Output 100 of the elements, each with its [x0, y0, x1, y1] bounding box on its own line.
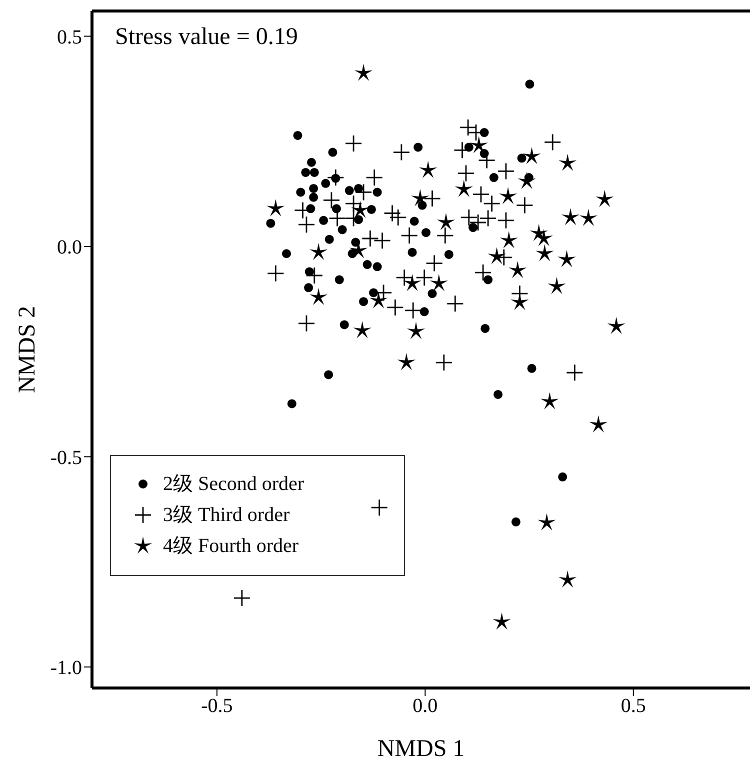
point	[351, 238, 360, 247]
point	[362, 260, 372, 270]
legend-label: 2级 Second order	[163, 472, 304, 497]
point	[525, 80, 534, 89]
point	[384, 205, 400, 222]
point	[527, 364, 536, 373]
point	[558, 250, 576, 268]
point	[468, 223, 478, 232]
point	[494, 390, 503, 399]
point	[607, 316, 626, 334]
point	[390, 209, 406, 226]
point	[470, 136, 488, 154]
point	[328, 148, 338, 157]
point	[548, 276, 566, 294]
point	[301, 168, 310, 177]
point	[430, 274, 448, 292]
point	[340, 320, 349, 330]
point	[410, 216, 419, 226]
point	[498, 163, 514, 180]
point	[538, 513, 556, 530]
point	[558, 570, 577, 588]
y-axis-title: NMDS 2	[14, 306, 41, 394]
point	[401, 228, 418, 244]
point	[499, 186, 518, 204]
point	[484, 275, 493, 284]
point	[475, 264, 492, 281]
y-tick-label: 0.5	[57, 26, 82, 48]
point	[344, 186, 354, 196]
point	[516, 197, 533, 214]
point	[426, 255, 442, 272]
point	[500, 231, 518, 248]
point	[414, 142, 423, 152]
point	[460, 209, 477, 226]
point	[287, 399, 296, 408]
legend-label: 4级 Fourth order	[163, 534, 299, 559]
point	[480, 210, 496, 226]
point	[406, 322, 426, 340]
annotation: Stress value = 0.19	[115, 24, 298, 51]
point	[372, 188, 382, 197]
point	[517, 154, 526, 163]
point	[484, 196, 500, 212]
point	[480, 128, 489, 138]
point	[510, 292, 529, 310]
point	[396, 270, 412, 286]
point	[397, 353, 416, 370]
point	[416, 270, 432, 286]
point	[492, 612, 511, 630]
point	[558, 472, 568, 482]
point	[480, 324, 490, 333]
point	[596, 190, 614, 208]
point	[323, 192, 340, 208]
point	[511, 517, 520, 526]
point	[321, 178, 330, 188]
point	[310, 242, 328, 260]
point	[470, 214, 486, 231]
point	[298, 315, 314, 332]
point	[498, 212, 514, 228]
point	[558, 154, 577, 171]
point	[369, 288, 378, 298]
point	[319, 216, 328, 225]
point	[334, 275, 344, 284]
point	[371, 500, 388, 516]
point	[306, 267, 322, 284]
x-tick-label: 0.0	[412, 695, 438, 718]
point	[296, 188, 306, 197]
point	[338, 225, 347, 234]
x-tick-label: -0.5	[201, 695, 233, 718]
point	[566, 364, 583, 381]
point	[359, 297, 368, 306]
point	[454, 180, 473, 197]
point	[489, 173, 498, 182]
point	[332, 204, 341, 214]
point	[544, 134, 561, 150]
point	[428, 289, 437, 298]
point	[536, 244, 554, 262]
point	[437, 228, 454, 244]
point	[268, 265, 284, 282]
point	[444, 250, 454, 259]
point	[324, 234, 334, 244]
point	[266, 199, 285, 216]
point	[282, 249, 291, 258]
point	[372, 262, 382, 272]
x-tick-label: 0.5	[620, 695, 646, 718]
point	[351, 200, 370, 218]
point	[324, 370, 334, 380]
point	[436, 354, 452, 371]
point	[405, 302, 422, 318]
point	[387, 299, 404, 316]
point	[293, 130, 302, 140]
point	[589, 415, 608, 432]
point	[304, 283, 314, 292]
point	[421, 228, 430, 238]
legend-label: 3级 Third order	[163, 503, 290, 528]
point	[366, 204, 376, 214]
point	[354, 64, 373, 81]
point	[447, 296, 464, 312]
point	[403, 274, 422, 292]
point	[374, 232, 390, 249]
point	[488, 247, 506, 264]
point	[561, 208, 580, 226]
